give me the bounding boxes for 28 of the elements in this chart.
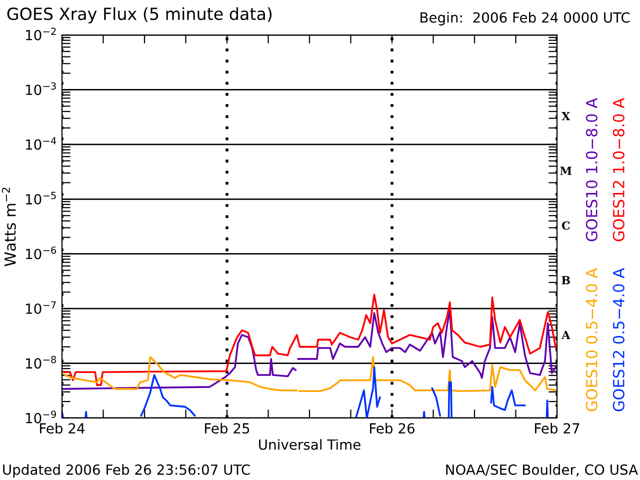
text: GOES12 1.0−8.0 A [612, 98, 624, 242]
text: GOES10 1.0−8.0 A [586, 98, 598, 242]
text: NOAA/SEC Boulder, CO USA [446, 464, 638, 476]
text: X [562, 112, 570, 120]
text: B [562, 276, 570, 284]
y-tick-label: 10$^{−2}$ [26, 28, 56, 40]
x-tick-label: Feb 24 [40, 422, 85, 434]
y-tick-label: 10$^{−6}$ [26, 246, 56, 260]
y-tick-label: 10$^{−9}$ [26, 410, 56, 424]
text: GOES12 0.5−4.0 A [612, 268, 624, 412]
text: C [562, 221, 570, 230]
y-tick-label: 10$^{−5}$ [26, 192, 56, 205]
y-tick-label: 10$^{−3}$ [26, 82, 56, 96]
y-tick-label: 10$^{−8}$ [26, 356, 56, 369]
chart-title: GOES Xray Flux (5 minute data) [7, 7, 272, 24]
y-tick-label: 10$^{−7}$ [26, 301, 56, 314]
text: M [560, 166, 572, 175]
line-series [62, 294, 557, 386]
y-axis-title: Watts m$^{−2}$ [2, 188, 16, 266]
x-axis-title: Universal Time [259, 439, 360, 450]
x-tick-label: Feb 25 [205, 422, 250, 434]
x-tick-label: Feb 26 [370, 422, 414, 434]
text: GOES10 0.5−4.0 A [586, 268, 598, 412]
text: Updated 2006 Feb 26 23:56:07 UTC [3, 464, 250, 478]
text: A [562, 330, 570, 339]
chart-subtitle: Begin: 2006 Feb 24 0000 UTC [420, 12, 630, 26]
y-tick-label: 10$^{−4}$ [26, 137, 56, 150]
x-tick-label: Feb 27 [535, 422, 580, 434]
